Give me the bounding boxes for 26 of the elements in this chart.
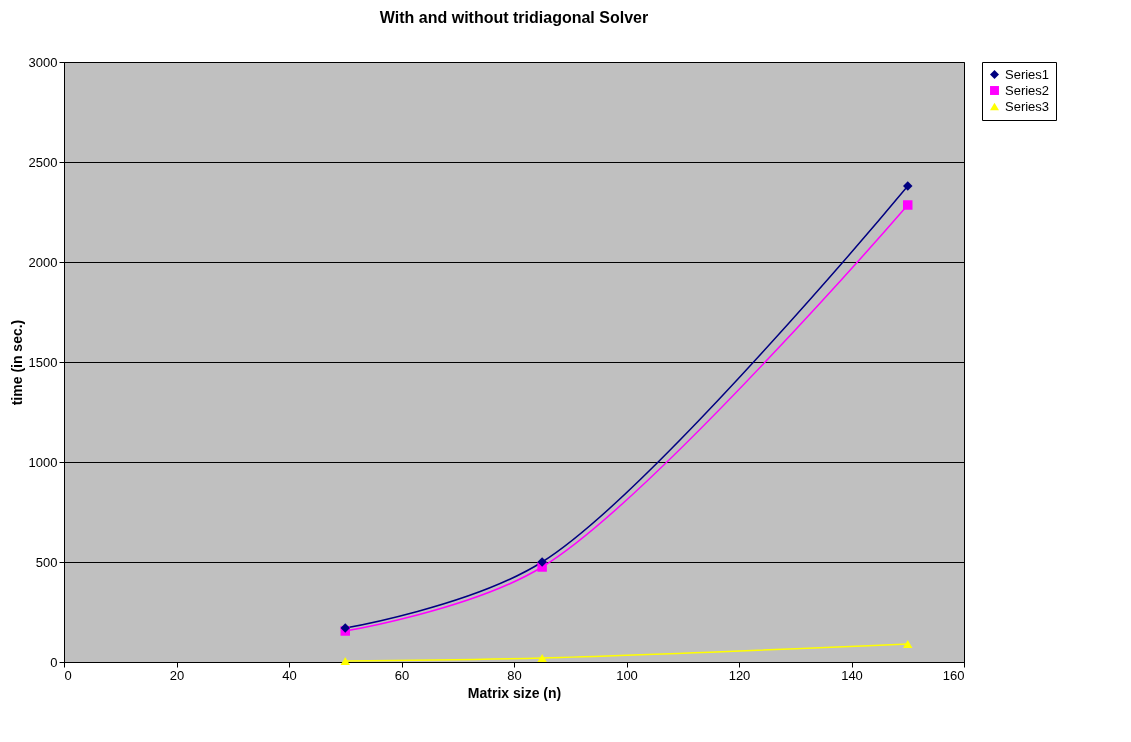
point: [903, 200, 913, 210]
x-tick-label: 120: [728, 667, 751, 683]
point: [340, 656, 350, 666]
y-tick-label: 2000: [28, 254, 58, 270]
y-tick-label: 0: [50, 654, 58, 670]
point: [537, 653, 547, 663]
x-tick-label: 0: [64, 667, 72, 683]
x-tick-label: 40: [282, 667, 297, 683]
chart-title: With and without tridiagonal Solver: [379, 9, 649, 26]
legend-label: Series1: [1005, 66, 1050, 82]
y-tick-label: 2500: [28, 154, 58, 170]
y-tick-label: 1500: [28, 354, 58, 370]
x-axis-title: Matrix size (n): [467, 684, 562, 701]
x-tick-label: 60: [394, 667, 410, 683]
y-tick-label: 500: [35, 554, 58, 570]
point: [903, 639, 913, 649]
x-tick-label: 160: [942, 667, 965, 683]
legend-label: Series3: [1005, 98, 1050, 114]
y-tick-label: 3000: [28, 54, 58, 70]
y-axis-title: time (in sec.): [8, 319, 25, 406]
x-tick-label: 80: [507, 667, 522, 683]
legend-label: Series2: [1005, 82, 1050, 98]
x-tick-label: 140: [841, 667, 863, 683]
x-tick-label: 20: [169, 667, 185, 683]
x-tick-label: 100: [616, 667, 638, 683]
y-tick-label: 1000: [28, 454, 58, 470]
